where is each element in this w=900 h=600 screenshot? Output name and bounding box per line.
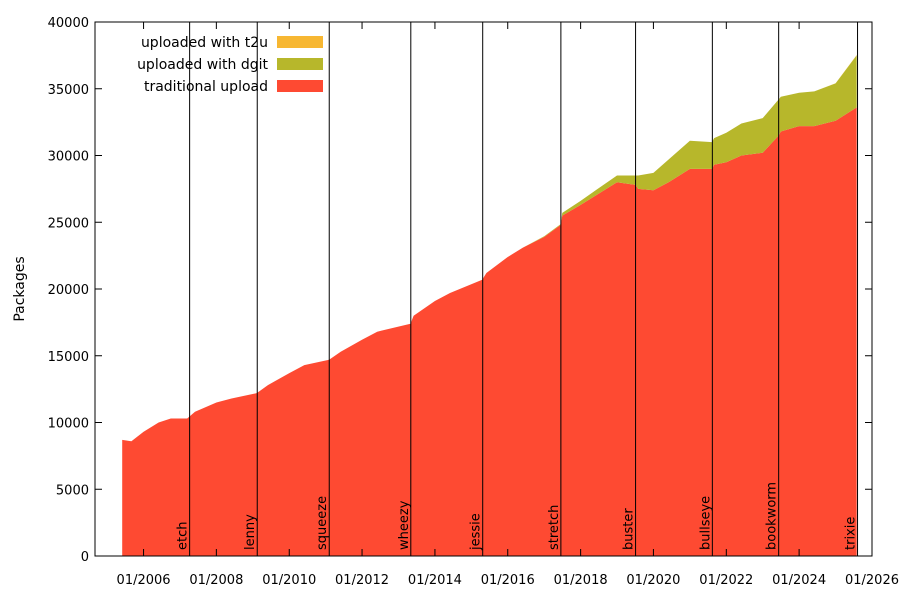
x-tick-label: 01/2018 xyxy=(554,573,608,588)
legend: uploaded with t2u uploaded with dgit tradi… xyxy=(137,35,323,95)
x-tick-label: 01/2006 xyxy=(117,573,171,588)
x-axis: 01/2006 01/2008 01/2010 01/2012 01/2014 01/20… xyxy=(117,22,899,588)
release-label-buster: buster xyxy=(622,508,637,550)
legend-swatch xyxy=(277,80,323,92)
y-tick-label: 0 xyxy=(81,550,89,565)
y-tick-label: 25000 xyxy=(48,216,89,231)
legend-swatch xyxy=(277,36,323,48)
x-tick-label: 01/2022 xyxy=(699,573,753,588)
release-label-bookworm: bookworm xyxy=(765,482,780,550)
legend-swatch xyxy=(277,58,323,70)
y-axis-title: Packages xyxy=(12,256,28,321)
release-label-wheezy: wheezy xyxy=(397,500,412,550)
release-label-stretch: stretch xyxy=(547,505,562,550)
release-label-etch: etch xyxy=(176,522,191,550)
x-tick-label: 01/2014 xyxy=(408,573,462,588)
legend-label: uploaded with dgit xyxy=(137,57,268,73)
area-traditional-upload xyxy=(122,107,857,557)
x-tick-label: 01/2026 xyxy=(845,573,899,588)
release-label-squeeze: squeeze xyxy=(315,496,330,550)
y-tick-label: 35000 xyxy=(48,83,89,98)
series-areas xyxy=(122,55,857,557)
y-tick-label: 10000 xyxy=(48,417,89,432)
release-label-trixie: trixie xyxy=(844,517,859,550)
x-tick-label: 01/2008 xyxy=(189,573,243,588)
x-tick-label: 01/2020 xyxy=(626,573,680,588)
x-tick-label: 01/2024 xyxy=(772,573,826,588)
y-tick-label: 40000 xyxy=(48,16,89,31)
y-tick-label: 30000 xyxy=(48,150,89,165)
y-tick-label: 15000 xyxy=(48,350,89,365)
release-label-bullseye: bullseye xyxy=(698,496,713,550)
x-tick-label: 01/2010 xyxy=(262,573,316,588)
x-tick-label: 01/2016 xyxy=(481,573,535,588)
legend-label: traditional upload xyxy=(144,79,268,95)
y-axis: 0 5000 10000 15000 20000 25000 30000 35000 40000 xyxy=(48,16,872,565)
legend-label: uploaded with t2u xyxy=(141,35,268,51)
release-label-lenny: lenny xyxy=(243,514,258,550)
release-lines: etch lenny squeeze wheezy jessie stretch buste… xyxy=(176,22,859,556)
y-tick-label: 20000 xyxy=(48,283,89,298)
x-tick-label: 01/2012 xyxy=(335,573,389,588)
release-label-jessie: jessie xyxy=(469,513,484,551)
y-tick-label: 5000 xyxy=(56,483,89,498)
